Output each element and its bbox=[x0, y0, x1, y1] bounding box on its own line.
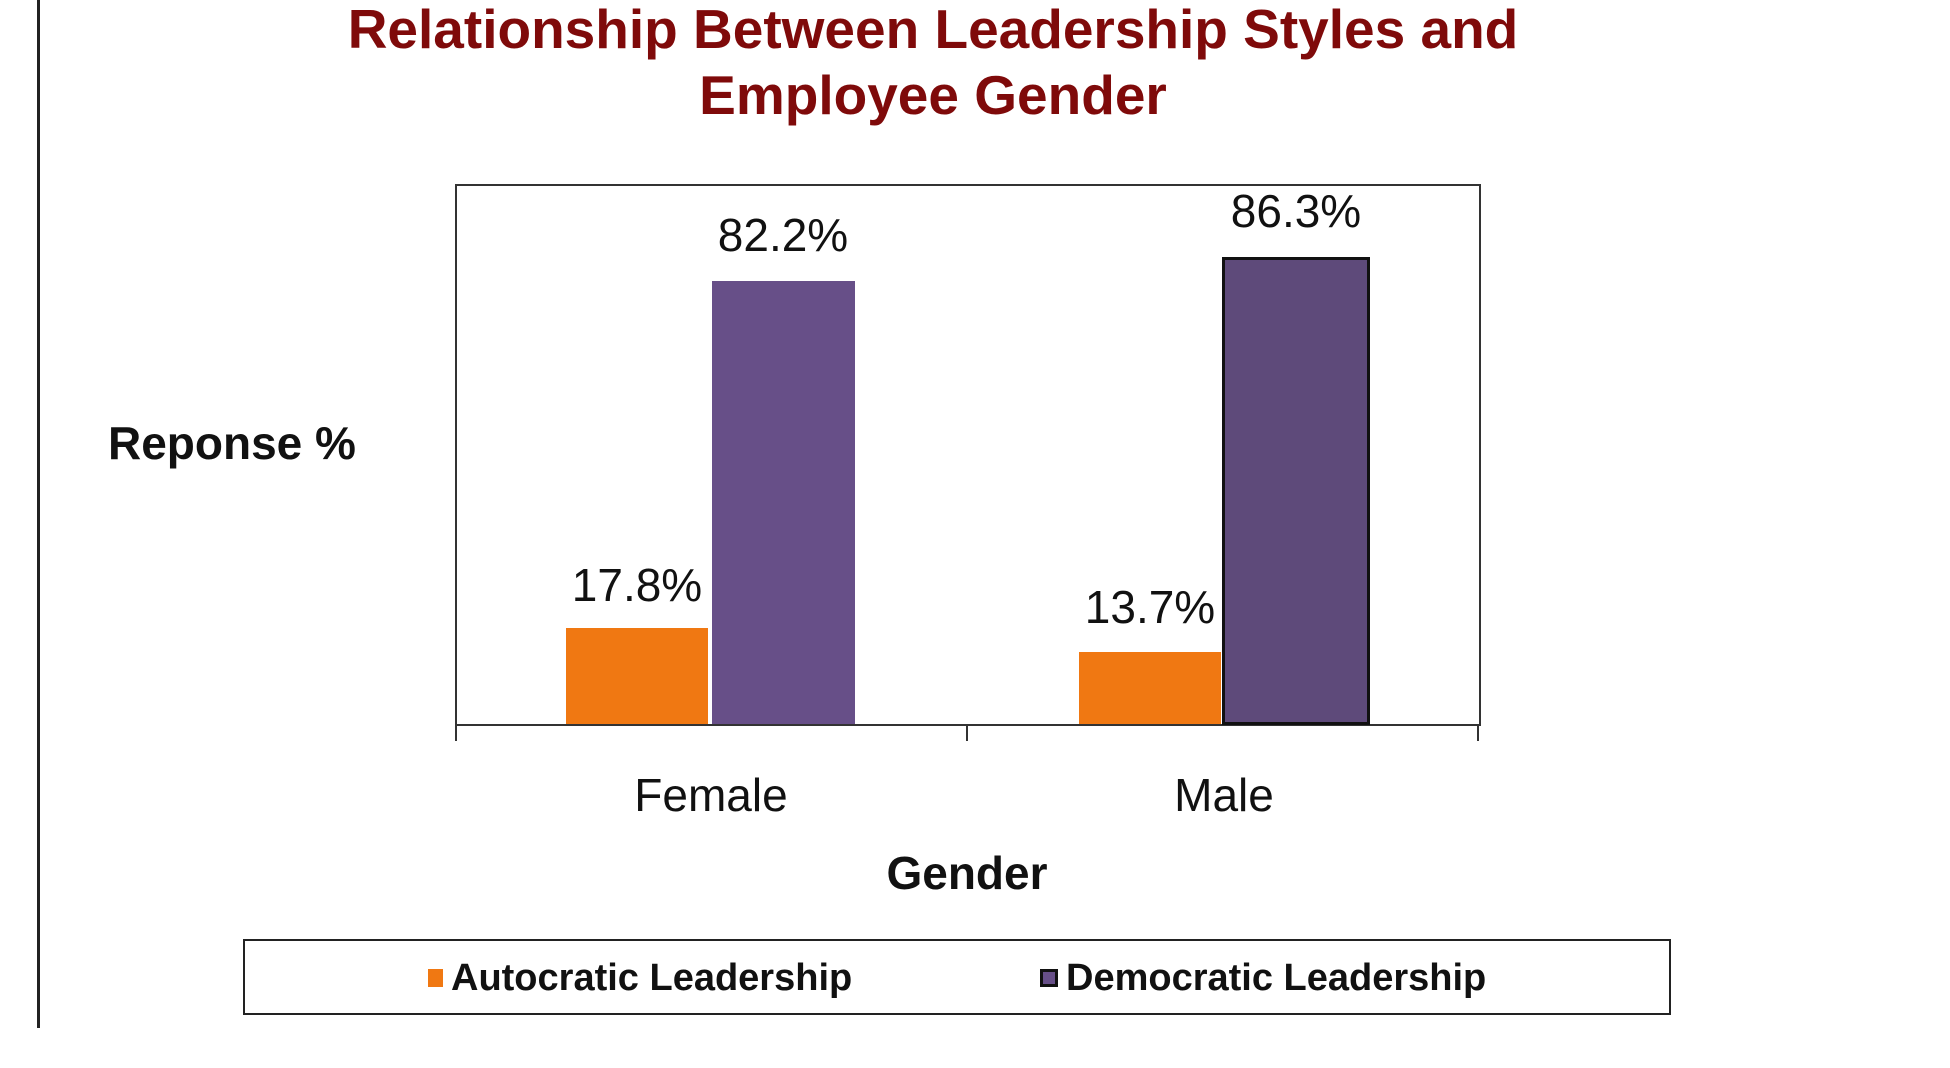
y-axis-label: Reponse % bbox=[108, 417, 356, 469]
legend-swatch-orange-icon bbox=[428, 969, 443, 987]
legend-item-autocratic[interactable]: Autocratic Leadership bbox=[428, 959, 852, 997]
legend-label-democratic: Democratic Leadership bbox=[1066, 957, 1487, 999]
x-axis-tick bbox=[966, 724, 968, 741]
data-label-female-autocratic: 17.8% bbox=[571, 559, 703, 611]
data-label-male-democratic: 86.3% bbox=[1230, 185, 1362, 237]
chart-title-line-2: Employee Gender bbox=[699, 64, 1167, 126]
legend-swatch-purple-icon bbox=[1040, 969, 1058, 987]
bar-male-autocratic[interactable] bbox=[1079, 652, 1221, 724]
chart-title-line-1: Relationship Between Leadership Styles a… bbox=[347, 0, 1519, 60]
legend-item-democratic[interactable]: Democratic Leadership bbox=[1040, 959, 1486, 997]
x-axis-tick bbox=[455, 724, 457, 741]
page-left-border bbox=[37, 0, 40, 1028]
category-label-male: Male bbox=[1174, 769, 1274, 821]
data-label-female-democratic: 82.2% bbox=[717, 209, 849, 261]
category-label-female: Female bbox=[634, 769, 788, 821]
data-label-male-autocratic: 13.7% bbox=[1084, 581, 1216, 633]
x-axis-tick bbox=[1477, 724, 1479, 741]
x-axis-label: Gender bbox=[886, 847, 1048, 899]
bar-female-autocratic[interactable] bbox=[566, 628, 708, 724]
plot-area bbox=[455, 184, 1481, 726]
bar-female-democratic[interactable] bbox=[712, 281, 855, 724]
bar-male-democratic[interactable] bbox=[1222, 257, 1370, 725]
legend-label-autocratic: Autocratic Leadership bbox=[451, 957, 853, 999]
legend: Autocratic Leadership Democratic Leaders… bbox=[243, 939, 1671, 1015]
